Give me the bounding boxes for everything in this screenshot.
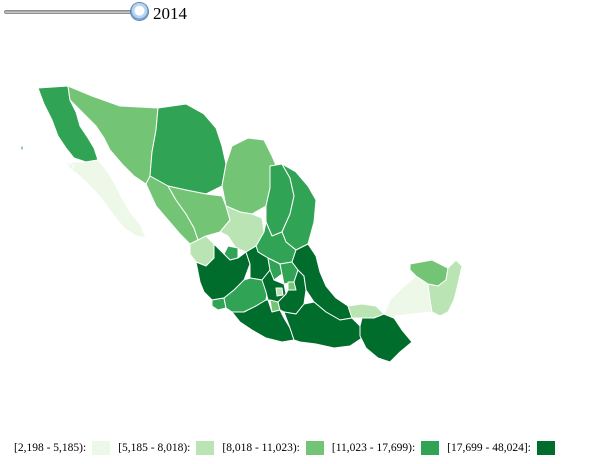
state-quintana-roo[interactable]	[427, 259, 463, 317]
legend-label: [8,018 - 11,023):	[222, 442, 300, 454]
legend-item: [5,185 - 8,018):	[118, 441, 215, 455]
legend-swatch	[536, 441, 555, 455]
year-slider[interactable]	[4, 3, 174, 23]
slider-thumb[interactable]	[131, 3, 148, 20]
legend-item: [8,018 - 11,023):	[222, 441, 324, 455]
state-cdmx[interactable]	[275, 287, 284, 297]
legend-item: [17,699 - 48,024]:	[447, 441, 555, 455]
state-chihuahua[interactable]	[149, 103, 227, 195]
legend-item: [2,198 - 5,185):	[14, 441, 111, 455]
mexico-map	[20, 85, 463, 363]
legend-label: [11,023 - 17,699):	[331, 442, 416, 454]
legend-swatch	[92, 441, 111, 455]
island-guadalupe	[20, 145, 24, 151]
legend-item: [11,023 - 17,699):	[331, 441, 440, 455]
legend-swatch	[196, 441, 215, 455]
legend-label: [5,185 - 8,018):	[118, 442, 191, 454]
legend-label: [17,699 - 48,024]:	[447, 442, 531, 454]
island-cedros	[67, 161, 75, 171]
state-baja-california-sur[interactable]	[65, 159, 147, 239]
state-colima[interactable]	[211, 297, 227, 311]
legend-swatch	[421, 441, 440, 455]
legend-swatch	[305, 441, 324, 455]
legend-label: [2,198 - 5,185):	[14, 442, 87, 454]
state-chiapas[interactable]	[359, 313, 413, 363]
year-label: 2014	[153, 4, 187, 23]
state-guerrero[interactable]	[231, 299, 295, 343]
legend: [2,198 - 5,185): [5,185 - 8,018): [8,018…	[14, 439, 555, 457]
